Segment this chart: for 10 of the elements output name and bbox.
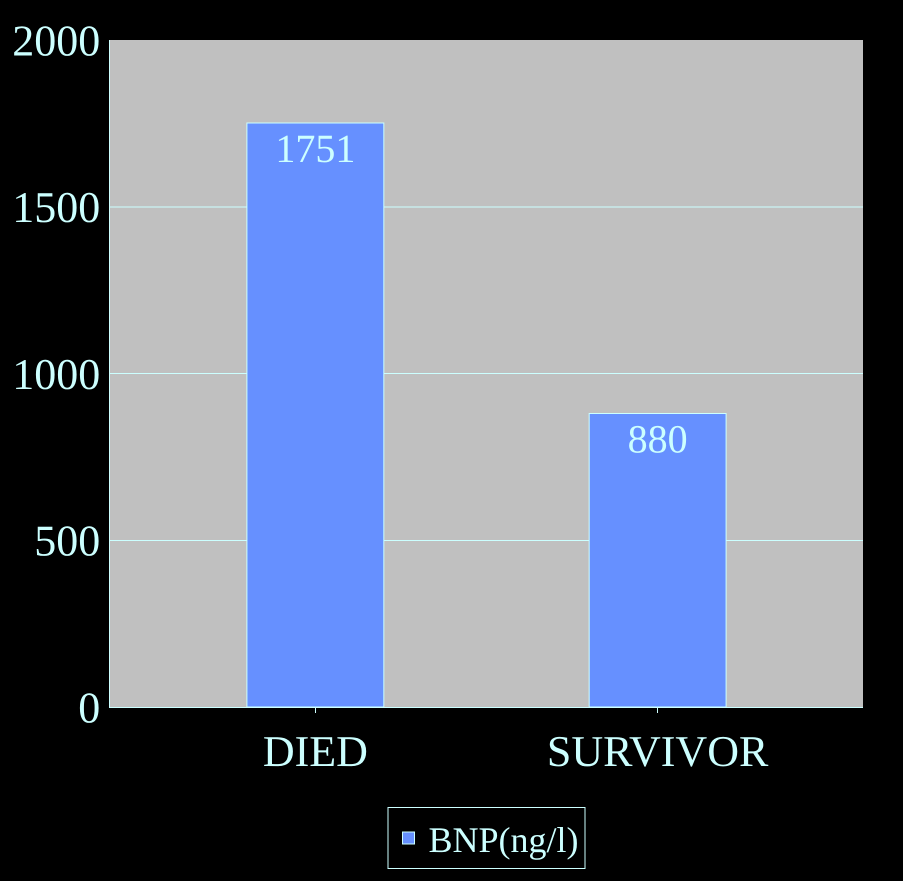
data-label: 1751 [275,126,356,172]
legend-label: BNP(ng/l) [428,820,579,860]
x-tick-label: SURVIVOR [546,726,769,776]
x-tick-label: DIED [262,726,368,776]
y-tick-label: 1000 [12,350,100,399]
y-tick-label: 0 [78,683,100,732]
y-tick-label: 500 [34,516,100,566]
y-tick-label: 1500 [12,183,100,232]
y-tick-label: 2000 [12,16,100,66]
data-label: 880 [628,416,688,462]
